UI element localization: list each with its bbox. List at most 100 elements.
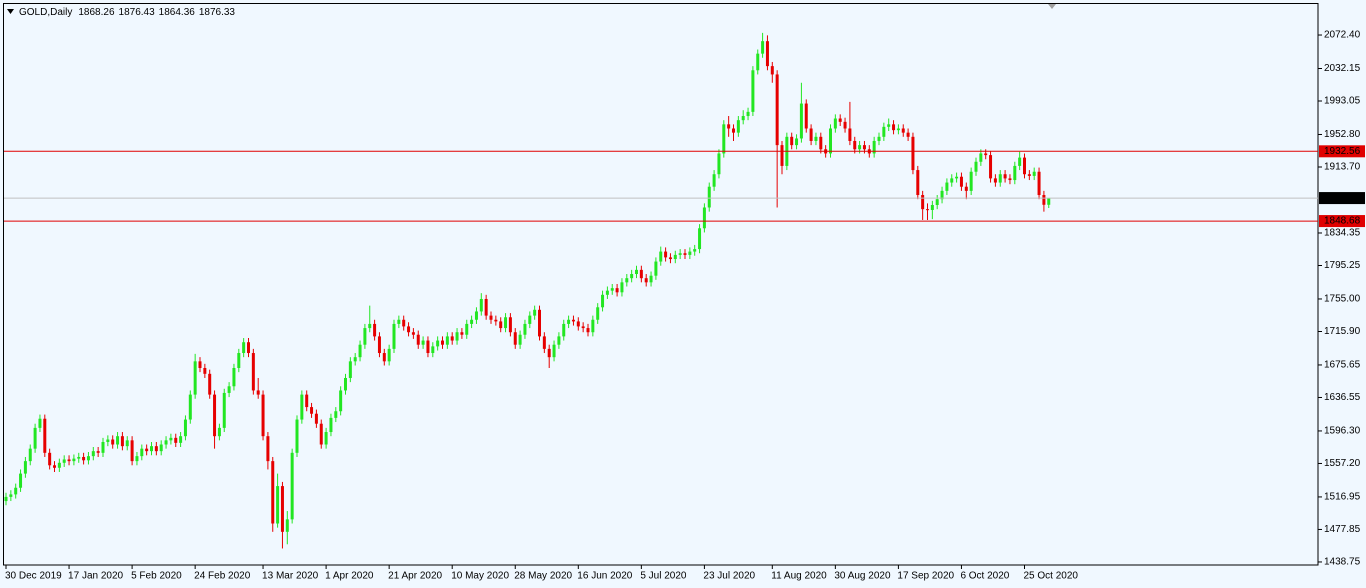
candle-body (843, 121, 847, 129)
candle-body (280, 486, 284, 532)
candle-body (921, 195, 925, 210)
candle-body (53, 465, 56, 468)
plot-frame (3, 3, 1319, 566)
candle-body (101, 442, 105, 453)
candle-body (896, 128, 900, 131)
candle-body (179, 436, 183, 443)
candle-body (227, 386, 231, 393)
candle-body (698, 228, 702, 250)
candle-body (858, 145, 862, 150)
candle-body (193, 361, 197, 395)
candle-body (591, 319, 595, 333)
candle-body (159, 444, 163, 452)
candle-body (140, 448, 144, 457)
candle-body (164, 440, 168, 445)
candle-body (809, 128, 813, 141)
y-tick-label: 1795.25 (1324, 260, 1361, 271)
candle-body (154, 446, 158, 452)
candle-body (484, 298, 488, 316)
candle-body (232, 367, 236, 387)
candle-body (538, 309, 541, 337)
candle-body (411, 332, 415, 335)
candle-body (630, 274, 634, 279)
candle-body (455, 332, 459, 341)
candle-body (877, 136, 881, 141)
x-tick-label: 5 Feb 2020 (131, 571, 182, 582)
candle-body (77, 456, 81, 459)
candle-body (23, 461, 27, 474)
header-open: 1868.26 (78, 7, 115, 18)
candle-body (169, 437, 173, 441)
candle-body (242, 342, 246, 354)
candle-body (57, 462, 61, 468)
candle-body (707, 186, 711, 208)
candle-body (1027, 174, 1031, 176)
candle-body (251, 353, 255, 391)
candle-body (494, 319, 498, 322)
candle-body (668, 257, 672, 260)
candle-body (819, 136, 823, 150)
level-label: 1848.68 (1324, 216, 1361, 227)
y-tick-label: 1557.20 (1324, 458, 1361, 469)
candle-body (795, 138, 799, 146)
candle-body (261, 394, 265, 437)
header-close: 1876.33 (199, 7, 236, 18)
menu-arrow (7, 9, 14, 14)
candle-body (702, 207, 706, 229)
candle-body (450, 336, 454, 341)
candle-body (518, 334, 522, 345)
candle-body (829, 128, 832, 154)
candle-body (940, 190, 944, 200)
candle-body (368, 323, 372, 329)
candle-body (853, 140, 857, 150)
candle-body (116, 436, 120, 445)
candle-body (625, 278, 629, 283)
y-tick-label: 2072.40 (1324, 30, 1361, 41)
candle-body (504, 317, 508, 329)
x-tick-label: 24 Feb 2020 (194, 571, 251, 582)
candle-body (86, 456, 90, 461)
candle-body (130, 440, 134, 462)
candle-body (183, 419, 187, 437)
candle-body (567, 319, 571, 324)
candle-body (586, 328, 590, 333)
candle-body (373, 323, 377, 337)
candle-body (955, 176, 959, 179)
candle-body (426, 340, 430, 354)
current-price-box (1319, 192, 1365, 205)
candle-body (552, 344, 556, 358)
candle-body (266, 436, 270, 462)
candle-body (402, 319, 406, 327)
y-tick-label: 1993.05 (1324, 96, 1361, 107)
candle-body (135, 456, 139, 462)
candle-body (62, 459, 66, 463)
candle-body (407, 326, 411, 333)
candle-body (1013, 165, 1017, 181)
candle-body (247, 342, 250, 354)
x-tick-label: 17 Jan 2020 (68, 571, 123, 582)
candle-body (9, 494, 13, 497)
candle-body (693, 249, 697, 252)
candle-body (533, 309, 537, 316)
candle-body (804, 103, 808, 129)
candle-body (145, 448, 149, 452)
candle-body (82, 456, 86, 461)
candle-body (974, 161, 978, 172)
candle-body (382, 353, 386, 362)
candle-body (416, 334, 420, 345)
candle-body (174, 437, 178, 443)
candle-body (892, 124, 896, 131)
candle-body (4, 496, 8, 502)
candle-body (208, 373, 212, 395)
x-tick-label: 25 Oct 2020 (1024, 571, 1079, 582)
x-tick-label: 23 Jul 2020 (703, 571, 755, 582)
candle-body (421, 340, 425, 345)
candle-body (222, 392, 226, 428)
y-tick-label: 1636.55 (1324, 392, 1361, 403)
candle-body (683, 253, 687, 255)
candle-body (198, 361, 202, 368)
candle-body (673, 254, 677, 260)
candle-body (305, 394, 309, 408)
candle-body (887, 124, 891, 127)
